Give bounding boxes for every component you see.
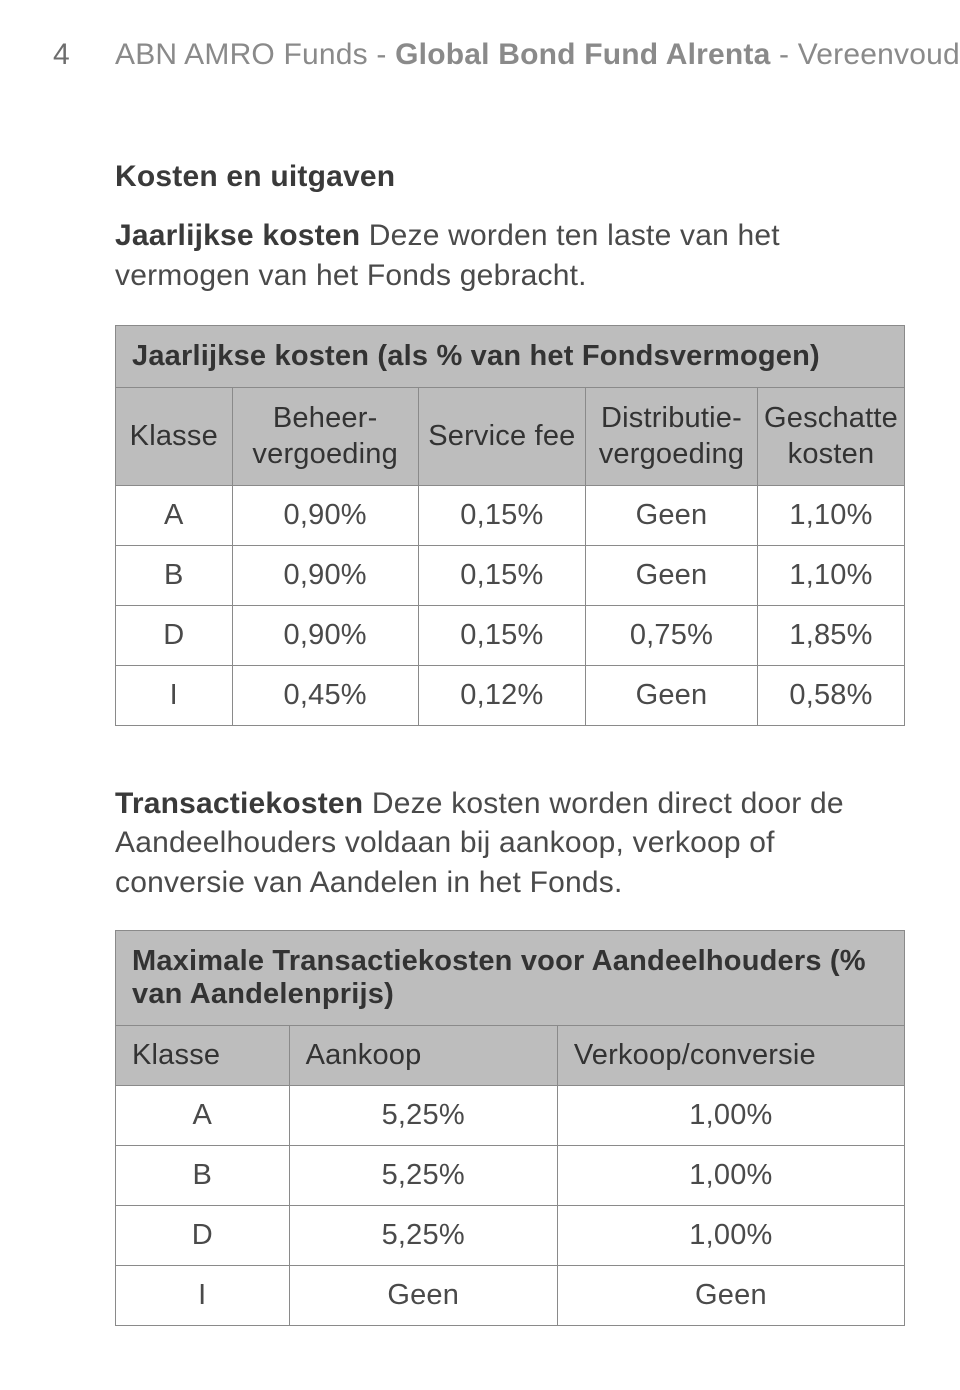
table-row: B 0,90% 0,15% Geen 1,10% [116, 545, 905, 605]
table-row: I 0,45% 0,12% Geen 0,58% [116, 665, 905, 725]
cell: 1,00% [557, 1206, 904, 1266]
cell: B [116, 545, 233, 605]
cell: B [116, 1146, 290, 1206]
running-head-post: - Vereenvoudigd Prospectus [770, 38, 960, 71]
table-row: D 0,90% 0,15% 0,75% 1,85% [116, 605, 905, 665]
table-row: B 5,25% 1,00% [116, 1146, 905, 1206]
running-head-bold: Global Bond Fund Alrenta [395, 38, 770, 71]
cell: I [116, 1266, 290, 1326]
table-transaction-costs-title: Maximale Transactiekosten voor Aandeelho… [116, 931, 905, 1026]
cell: 5,25% [289, 1206, 557, 1266]
cell: 0,15% [418, 485, 585, 545]
cell: 1,10% [757, 485, 904, 545]
page-container: 4 ABN AMRO Funds - Global Bond Fund Alre… [0, 0, 960, 1390]
cell: D [116, 605, 233, 665]
running-head-pre: ABN AMRO Funds - [115, 38, 395, 71]
cell: 0,58% [757, 665, 904, 725]
table-annual-costs: Jaarlijkse kosten (als % van het Fondsve… [115, 325, 905, 726]
col-servicefee: Service fee [418, 388, 585, 486]
cell: A [116, 485, 233, 545]
col-verkoop: Verkoop/conversie [557, 1026, 904, 1086]
cell: 0,15% [418, 545, 585, 605]
table-row: D 5,25% 1,00% [116, 1206, 905, 1266]
cell: 5,25% [289, 1086, 557, 1146]
cell: Geen [585, 665, 757, 725]
table-transaction-costs: Maximale Transactiekosten voor Aandeelho… [115, 930, 905, 1326]
table-row: I Geen Geen [116, 1266, 905, 1326]
table-row: A 0,90% 0,15% Geen 1,10% [116, 485, 905, 545]
col-klasse: Klasse [116, 1026, 290, 1086]
cell: 1,85% [757, 605, 904, 665]
col-klasse: Klasse [116, 388, 233, 486]
cell: 0,90% [232, 605, 418, 665]
cell: 0,75% [585, 605, 757, 665]
col-geschatte: Geschatte kosten [757, 388, 904, 486]
cell: Geen [557, 1266, 904, 1326]
col-beheer: Beheer- vergoeding [232, 388, 418, 486]
cell: 0,15% [418, 605, 585, 665]
cell: 0,12% [418, 665, 585, 725]
running-head: ABN AMRO Funds - Global Bond Fund Alrent… [115, 38, 905, 72]
table-transaction-costs-header-row: Klasse Aankoop Verkoop/conversie [116, 1026, 905, 1086]
cell: 0,90% [232, 545, 418, 605]
table-annual-costs-header-row: Klasse Beheer- vergoeding Service fee Di… [116, 388, 905, 486]
intro-transaction-costs: Transactiekosten Deze kosten worden dire… [115, 784, 905, 903]
intro-annual-costs: Jaarlijkse kosten Deze worden ten laste … [115, 216, 905, 295]
section-title: Kosten en uitgaven [115, 160, 905, 194]
cell: Geen [585, 485, 757, 545]
cell: Geen [585, 545, 757, 605]
cell: 0,90% [232, 485, 418, 545]
cell: D [116, 1206, 290, 1266]
col-distributie: Distributie- vergoeding [585, 388, 757, 486]
table-row: A 5,25% 1,00% [116, 1086, 905, 1146]
cell: Geen [289, 1266, 557, 1326]
table-annual-costs-title: Jaarlijkse kosten (als % van het Fondsve… [116, 326, 905, 388]
intro-annual-costs-bold: Jaarlijkse kosten [115, 219, 360, 252]
page-number: 4 [53, 38, 70, 72]
cell: 0,45% [232, 665, 418, 725]
cell: 1,10% [757, 545, 904, 605]
cell: 5,25% [289, 1146, 557, 1206]
cell: 1,00% [557, 1146, 904, 1206]
col-aankoop: Aankoop [289, 1026, 557, 1086]
intro-transaction-costs-bold: Transactiekosten [115, 787, 363, 820]
cell: 1,00% [557, 1086, 904, 1146]
cell: I [116, 665, 233, 725]
cell: A [116, 1086, 290, 1146]
